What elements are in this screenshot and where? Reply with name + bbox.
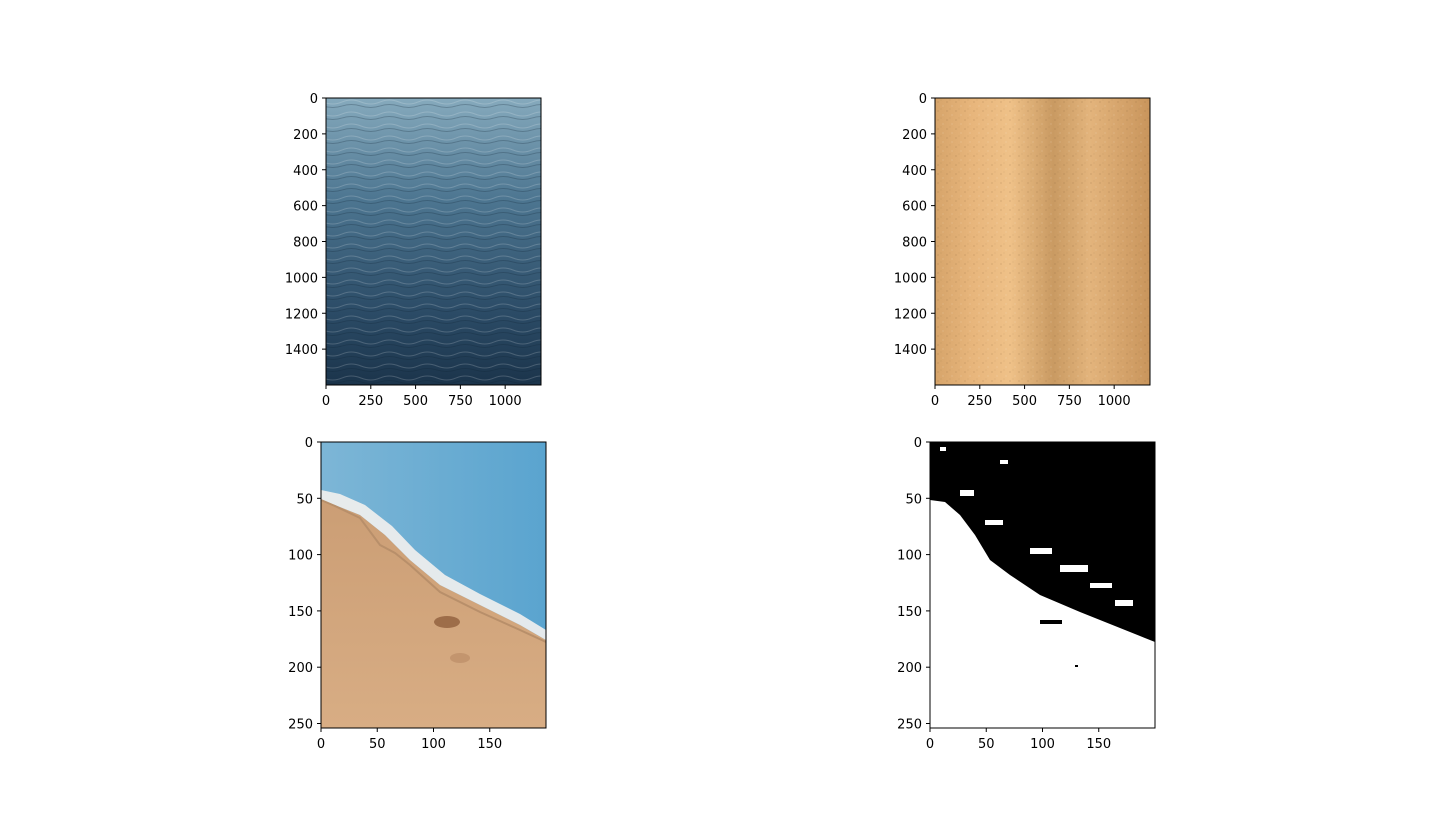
y-tick-label: 800 — [902, 236, 927, 251]
x-tick-label: 1000 — [1098, 394, 1131, 409]
y-tick-label: 100 — [897, 549, 922, 564]
x-tick-label: 500 — [1012, 394, 1037, 409]
y-tick-label: 0 — [919, 92, 927, 107]
ocean-image — [326, 98, 541, 385]
y-tick-label: 100 — [288, 549, 313, 564]
y-tick-label: 250 — [288, 717, 313, 732]
y-tick-label: 1000 — [894, 271, 927, 286]
y-tick-label: 150 — [288, 605, 313, 620]
x-tick-label: 100 — [421, 737, 446, 752]
y-tick-label: 600 — [293, 200, 318, 215]
y-tick-label: 400 — [293, 164, 318, 179]
y-tick-label: 250 — [897, 717, 922, 732]
y-tick-label: 1400 — [894, 343, 927, 358]
x-tick-label: 0 — [322, 394, 330, 409]
y-tick-label: 1200 — [285, 307, 318, 322]
x-tick-label: 100 — [1030, 737, 1055, 752]
x-tick-label: 1000 — [489, 394, 522, 409]
beach-image — [320, 442, 547, 728]
y-tick-label: 150 — [897, 605, 922, 620]
y-tick-label: 50 — [905, 492, 922, 507]
x-tick-label: 250 — [967, 394, 992, 409]
y-tick-label: 200 — [293, 128, 318, 143]
x-tick-label: 150 — [477, 737, 502, 752]
y-tick-label: 200 — [902, 128, 927, 143]
x-tick-label: 50 — [978, 737, 995, 752]
sand-image — [935, 98, 1150, 385]
y-tick-label: 800 — [293, 236, 318, 251]
y-tick-label: 0 — [914, 436, 922, 451]
y-tick-label: 0 — [310, 92, 318, 107]
x-tick-label: 750 — [1057, 394, 1082, 409]
panel-beach: 0 50 100 150 0 50 100 150 200 250 — [288, 436, 547, 752]
y-tick-label: 1200 — [894, 307, 927, 322]
y-tick-label: 0 — [305, 436, 313, 451]
y-tick-label: 1000 — [285, 271, 318, 286]
x-tick-label: 500 — [403, 394, 428, 409]
y-tick-label: 400 — [902, 164, 927, 179]
x-tick-label: 0 — [931, 394, 939, 409]
y-tick-label: 200 — [897, 661, 922, 676]
x-tick-label: 50 — [369, 737, 386, 752]
panel-ocean: 0 250 500 750 1000 0 200 400 600 800 1000 1200 1400 — [285, 92, 542, 409]
x-tick-label: 250 — [358, 394, 383, 409]
y-tick-label: 600 — [902, 200, 927, 215]
y-tick-label: 50 — [296, 492, 313, 507]
y-tick-label: 200 — [288, 661, 313, 676]
y-tick-label: 1400 — [285, 343, 318, 358]
x-tick-label: 750 — [448, 394, 473, 409]
mask-image — [930, 442, 1155, 728]
x-tick-label: 0 — [926, 737, 934, 752]
x-tick-label: 0 — [317, 737, 325, 752]
x-tick-label: 150 — [1086, 737, 1111, 752]
panel-sand: 0 250 500 750 1000 0 200 400 600 800 1000 1200 1400 — [894, 92, 1151, 409]
panel-mask: 0 50 100 150 0 50 100 150 200 250 — [897, 436, 1156, 752]
